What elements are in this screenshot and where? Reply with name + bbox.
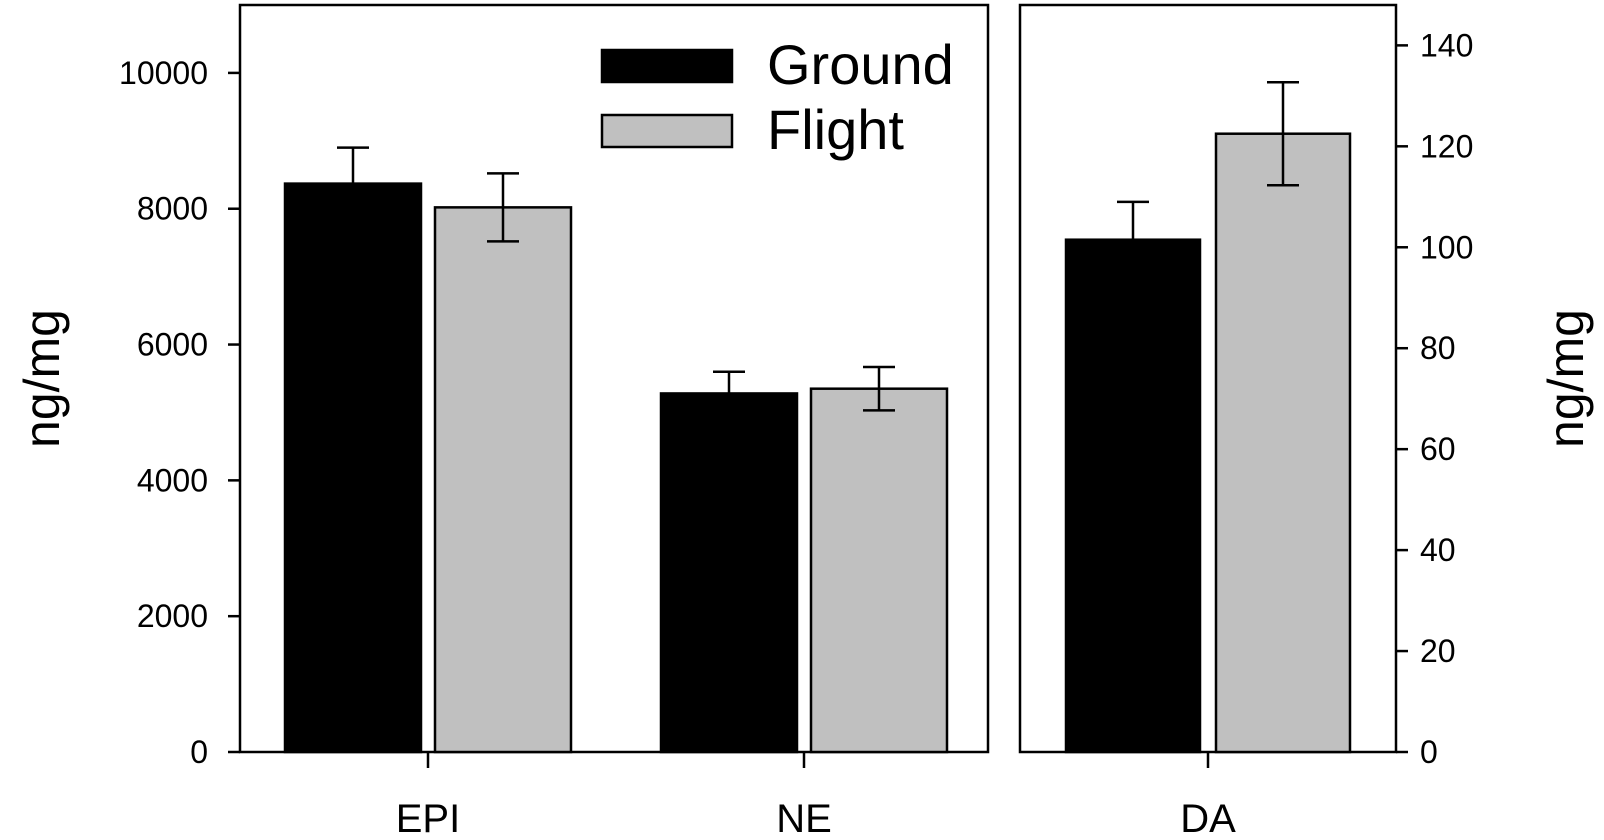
y-tick-label: 4000 xyxy=(137,462,208,498)
bar-flight-epi xyxy=(433,206,573,754)
x-tick-label: DA xyxy=(1180,797,1236,840)
y-tick-label: 140 xyxy=(1420,27,1473,63)
y-tick-label: 120 xyxy=(1420,128,1473,164)
bar-flight-ne xyxy=(809,387,949,754)
legend-swatch-flight xyxy=(600,113,734,149)
bar-ground-epi xyxy=(283,182,423,754)
y-axis-title: ng/mg xyxy=(1538,309,1594,448)
legend-label-flight: Flight xyxy=(767,98,904,161)
legend-label-ground: Ground xyxy=(767,33,954,96)
bar-ground-da xyxy=(1064,238,1202,754)
legend-swatch-ground xyxy=(600,48,734,84)
plot-frame-1 xyxy=(238,3,990,754)
y-tick-label: 0 xyxy=(190,734,208,770)
y-tick-label: 8000 xyxy=(137,191,208,227)
y-tick-label: 20 xyxy=(1420,633,1456,669)
y-axis-title: ng/mg xyxy=(14,309,70,448)
y-tick-label: 2000 xyxy=(137,598,208,634)
y-tick-label: 40 xyxy=(1420,532,1456,568)
y-tick-label: 10000 xyxy=(119,55,208,91)
y-tick-label: 80 xyxy=(1420,330,1456,366)
y-tick-label: 6000 xyxy=(137,327,208,363)
x-tick-label: EPI xyxy=(396,797,460,840)
x-tick-label: NE xyxy=(776,797,832,840)
y-tick-label: 60 xyxy=(1420,431,1456,467)
bar-ground-ne xyxy=(659,392,799,754)
bar-flight-da xyxy=(1214,132,1352,754)
y-tick-label: 0 xyxy=(1420,734,1438,770)
y-tick-label: 100 xyxy=(1420,229,1473,265)
